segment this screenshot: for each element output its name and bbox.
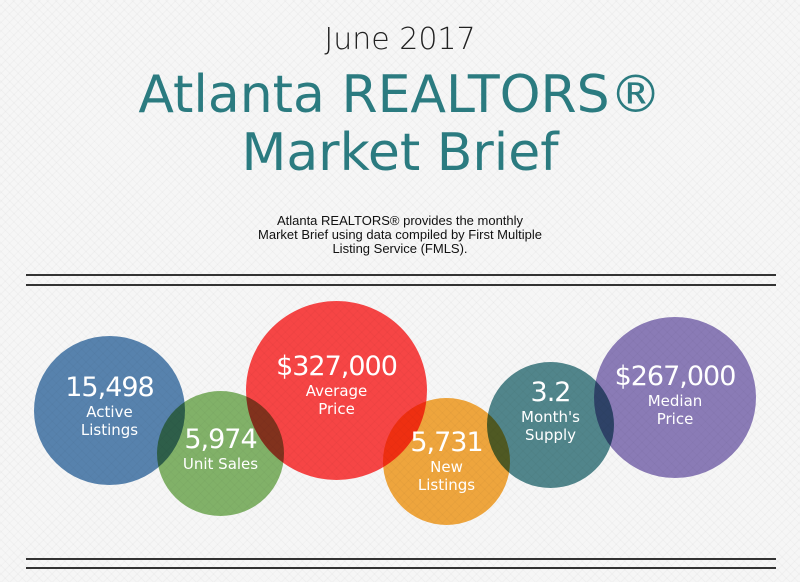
stat-median-price: $267,000 Median Price — [594, 361, 756, 429]
divider — [26, 284, 776, 286]
stat-label: Price — [656, 410, 694, 428]
stat-label: Supply — [524, 426, 577, 444]
stat-label: Average — [305, 382, 368, 400]
circle-median-price — [594, 317, 756, 478]
stat-label: Listings — [80, 421, 139, 439]
stat-label: Unit Sales — [182, 455, 259, 473]
title-line-1: Atlanta REALTORS® — [138, 65, 662, 125]
circle-months-supply — [487, 362, 614, 488]
page-title: Atlanta REALTORS® Market Brief — [0, 66, 800, 182]
stat-unit-sales: 5,974 Unit Sales — [157, 424, 284, 474]
stat-value: 5,731 — [410, 427, 483, 458]
stat-label: New — [430, 458, 463, 476]
title-line-2: Market Brief — [241, 123, 559, 183]
stat-value: $267,000 — [614, 361, 737, 392]
stat-label: Listings — [417, 476, 476, 494]
stat-months-supply: 3.2 Month's Supply — [487, 377, 614, 445]
stat-average-price: $327,000 Average Price — [246, 351, 427, 419]
stat-active-listings: 15,498 Active Listings — [34, 372, 185, 440]
report-date: June 2017 — [324, 22, 476, 57]
intro-text: Atlanta REALTORS® provides the monthly M… — [200, 214, 600, 256]
intro-line: Atlanta REALTORS® provides the monthly — [276, 213, 524, 228]
stat-new-listings: 5,731 New Listings — [383, 427, 510, 495]
intro-line: Market Brief using data compiled by Firs… — [258, 227, 542, 242]
stat-value: 5,974 — [184, 424, 257, 455]
divider — [26, 274, 776, 276]
stat-label: Active — [86, 403, 133, 421]
stat-value: 15,498 — [65, 372, 154, 403]
stat-value: $327,000 — [276, 351, 398, 382]
divider — [26, 567, 776, 569]
stat-label: Month's — [521, 408, 580, 426]
intro-line: Listing Service (FMLS). — [332, 241, 468, 256]
stat-value: 3.2 — [530, 377, 572, 408]
divider — [26, 558, 776, 560]
stat-label: Median — [647, 392, 703, 410]
stat-label: Price — [318, 400, 355, 418]
